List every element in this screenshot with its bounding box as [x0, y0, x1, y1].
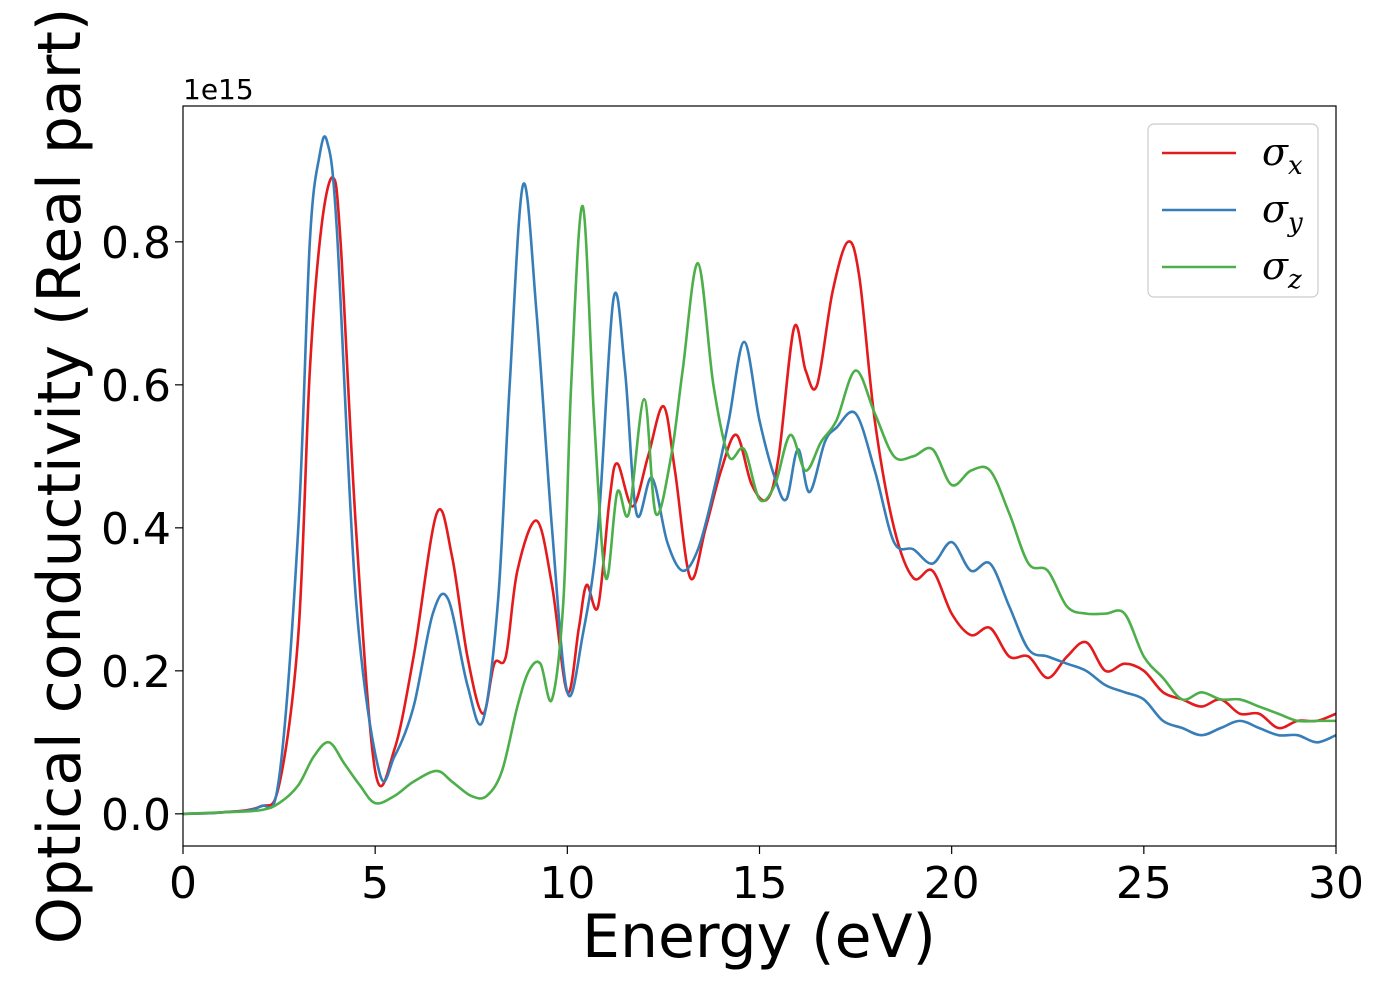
- legend-label-sigma-x: σx: [1262, 130, 1303, 181]
- y-tick-label: 0.8: [101, 218, 171, 269]
- legend-label-sigma-y: σy: [1262, 187, 1303, 238]
- y-axis-title: Optical conductivity (Real part): [25, 8, 95, 945]
- x-tick-label: 20: [924, 858, 980, 909]
- plot-background: [183, 106, 1336, 846]
- y-tick-label: 0.4: [101, 504, 171, 555]
- x-axis: 0 5 10 15 20 25 30: [169, 846, 1364, 909]
- x-tick-label: 5: [361, 858, 389, 909]
- y-tick-label: 0.6: [101, 361, 171, 412]
- series-layer: [182, 135, 1337, 816]
- series-line-sigma-z: [182, 204, 1336, 816]
- x-axis-title: Energy (eV): [582, 902, 936, 972]
- y-axis: 0.0 0.2 0.4 0.6 0.8: [101, 218, 183, 841]
- x-tick-label: 10: [539, 858, 595, 909]
- x-tick-label: 0: [169, 858, 197, 909]
- y-offset-label: 1e15: [183, 73, 254, 106]
- x-tick-label: 15: [732, 858, 788, 909]
- x-tick-label: 30: [1308, 858, 1364, 909]
- x-tick-label: 25: [1116, 858, 1172, 909]
- y-tick-label: 0.2: [101, 647, 171, 698]
- legend: σx σy σz: [1147, 123, 1319, 298]
- y-tick-label: 0.0: [101, 790, 171, 841]
- legend-label-sigma-z: σz: [1262, 244, 1302, 295]
- series-line-sigma-x: [182, 176, 1337, 816]
